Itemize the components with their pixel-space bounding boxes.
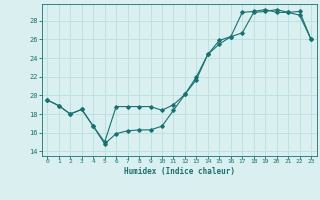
X-axis label: Humidex (Indice chaleur): Humidex (Indice chaleur) — [124, 167, 235, 176]
